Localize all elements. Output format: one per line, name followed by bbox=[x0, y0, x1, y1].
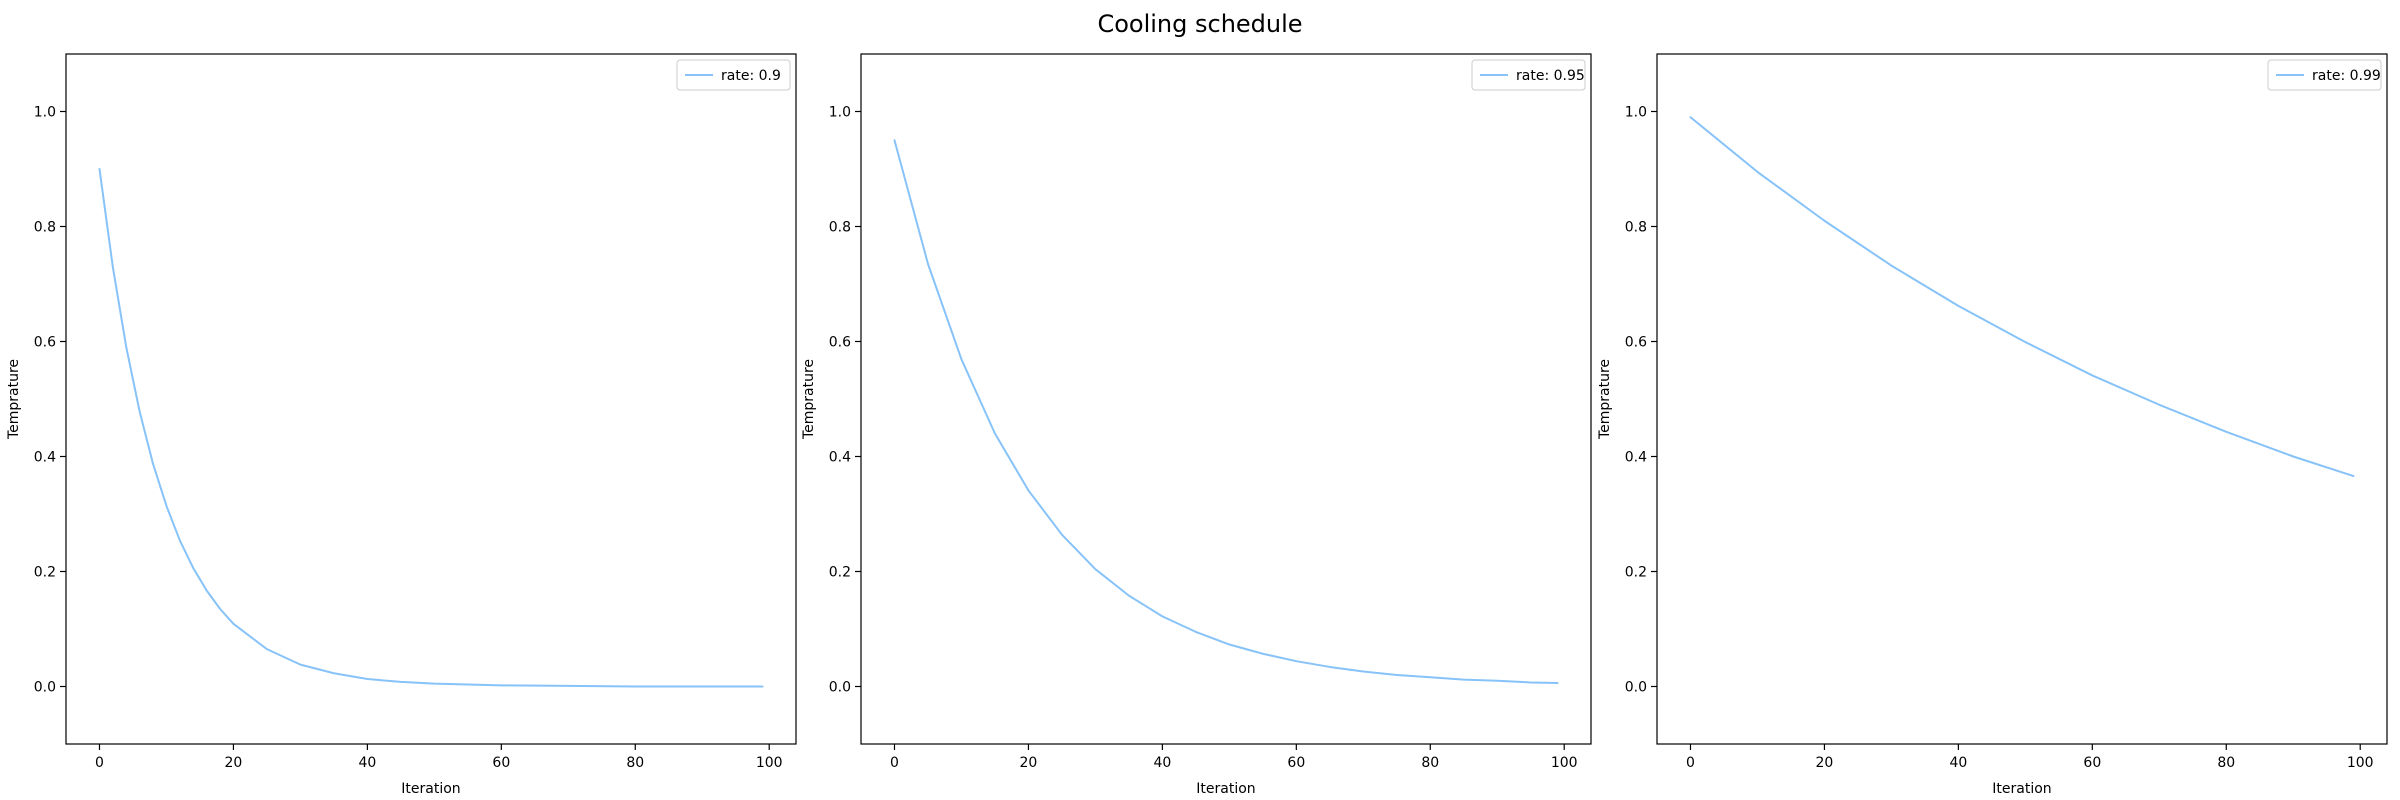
y-tick-label-3-5: 1.0 bbox=[1625, 105, 1647, 121]
y-tick-label-3-0: 0.0 bbox=[1625, 680, 1647, 696]
x-axis-label-3: Iteration bbox=[1992, 781, 2051, 797]
legend-1: rate: 0.9 bbox=[676, 59, 791, 91]
y-tick-label-3-2: 0.4 bbox=[1625, 450, 1647, 466]
subplot-2: 0 20 40 60 80 100 0.0 0.2 0.4 0.6 0.8 1.0 Iteration T… bbox=[801, 53, 1592, 797]
x-axis-label-2: Iteration bbox=[1196, 781, 1255, 797]
y-tick-label-1-4: 0.8 bbox=[34, 220, 56, 236]
x-tick-label-3-1: 20 bbox=[1816, 755, 1834, 771]
y-tick-label-2-0: 0.0 bbox=[829, 680, 851, 696]
y-tick-label-2-5: 1.0 bbox=[829, 105, 851, 121]
axes-frame-3 bbox=[1656, 53, 2388, 745]
y-tick-label-1-2: 0.4 bbox=[34, 450, 56, 466]
legend-box-2 bbox=[1471, 59, 1586, 91]
y-tick-label-1-5: 1.0 bbox=[34, 105, 56, 121]
y-tick-label-2-2: 0.4 bbox=[829, 450, 851, 466]
y-axis-label-1: Temprature bbox=[6, 359, 22, 440]
x-axis-label-1: Iteration bbox=[401, 781, 460, 797]
x-tick-label-1-0: 0 bbox=[95, 755, 104, 771]
y-tick-label-1-3: 0.6 bbox=[34, 335, 56, 351]
axes-frame-2 bbox=[860, 53, 1592, 745]
x-tick-label-2-0: 0 bbox=[890, 755, 899, 771]
x-tick-label-3-5: 100 bbox=[2347, 755, 2374, 771]
x-tick-label-2-1: 20 bbox=[1020, 755, 1038, 771]
legend-label-2-0: rate: 0.95 bbox=[1516, 68, 1585, 84]
y-tick-label-1-1: 0.2 bbox=[34, 565, 56, 581]
x-tick-label-2-5: 100 bbox=[1551, 755, 1578, 771]
legend-label-1-0: rate: 0.9 bbox=[721, 68, 781, 84]
y-axis-label-3: Temprature bbox=[1597, 359, 1613, 440]
y-tick-label-2-1: 0.2 bbox=[829, 565, 851, 581]
legend-box-1 bbox=[676, 59, 791, 91]
y-tick-label-3-3: 0.6 bbox=[1625, 335, 1647, 351]
y-tick-label-2-3: 0.6 bbox=[829, 335, 851, 351]
subplot-1: 0 20 40 60 80 100 0.0 0.2 0.4 0.6 0.8 1.0 Iteration T… bbox=[6, 53, 797, 797]
x-tick-label-3-0: 0 bbox=[1686, 755, 1695, 771]
legend-2: rate: 0.95 bbox=[1471, 59, 1586, 91]
x-tick-label-1-4: 80 bbox=[626, 755, 644, 771]
series-line-2-0 bbox=[893, 139, 1559, 685]
y-axis-label-2: Temprature bbox=[801, 359, 817, 440]
x-tick-label-3-4: 80 bbox=[2217, 755, 2235, 771]
x-tick-label-2-2: 40 bbox=[1153, 755, 1171, 771]
y-tick-label-1-0: 0.0 bbox=[34, 680, 56, 696]
subplot-3: 0 20 40 60 80 100 0.0 0.2 0.4 0.6 0.8 1.0 Iteration T… bbox=[1597, 53, 2388, 797]
series-line-3-0 bbox=[1689, 116, 2355, 478]
legend-label-3-0: rate: 0.99 bbox=[2312, 68, 2381, 84]
legend-box-3 bbox=[2267, 59, 2382, 91]
series-line-1-0 bbox=[98, 168, 764, 688]
legend-3: rate: 0.99 bbox=[2267, 59, 2382, 91]
y-tick-label-2-4: 0.8 bbox=[829, 220, 851, 236]
x-tick-label-3-2: 40 bbox=[1949, 755, 1967, 771]
x-tick-label-3-3: 60 bbox=[2083, 755, 2101, 771]
figure-title: Cooling schedule bbox=[1097, 10, 1303, 38]
x-tick-label-1-5: 100 bbox=[756, 755, 783, 771]
x-tick-label-1-1: 20 bbox=[225, 755, 243, 771]
x-tick-label-2-3: 60 bbox=[1287, 755, 1305, 771]
x-tick-label-1-3: 60 bbox=[492, 755, 510, 771]
x-tick-label-1-2: 40 bbox=[358, 755, 376, 771]
y-tick-label-3-1: 0.2 bbox=[1625, 565, 1647, 581]
y-tick-label-3-4: 0.8 bbox=[1625, 220, 1647, 236]
axes-frame-1 bbox=[65, 53, 797, 745]
x-tick-label-2-4: 80 bbox=[1421, 755, 1439, 771]
